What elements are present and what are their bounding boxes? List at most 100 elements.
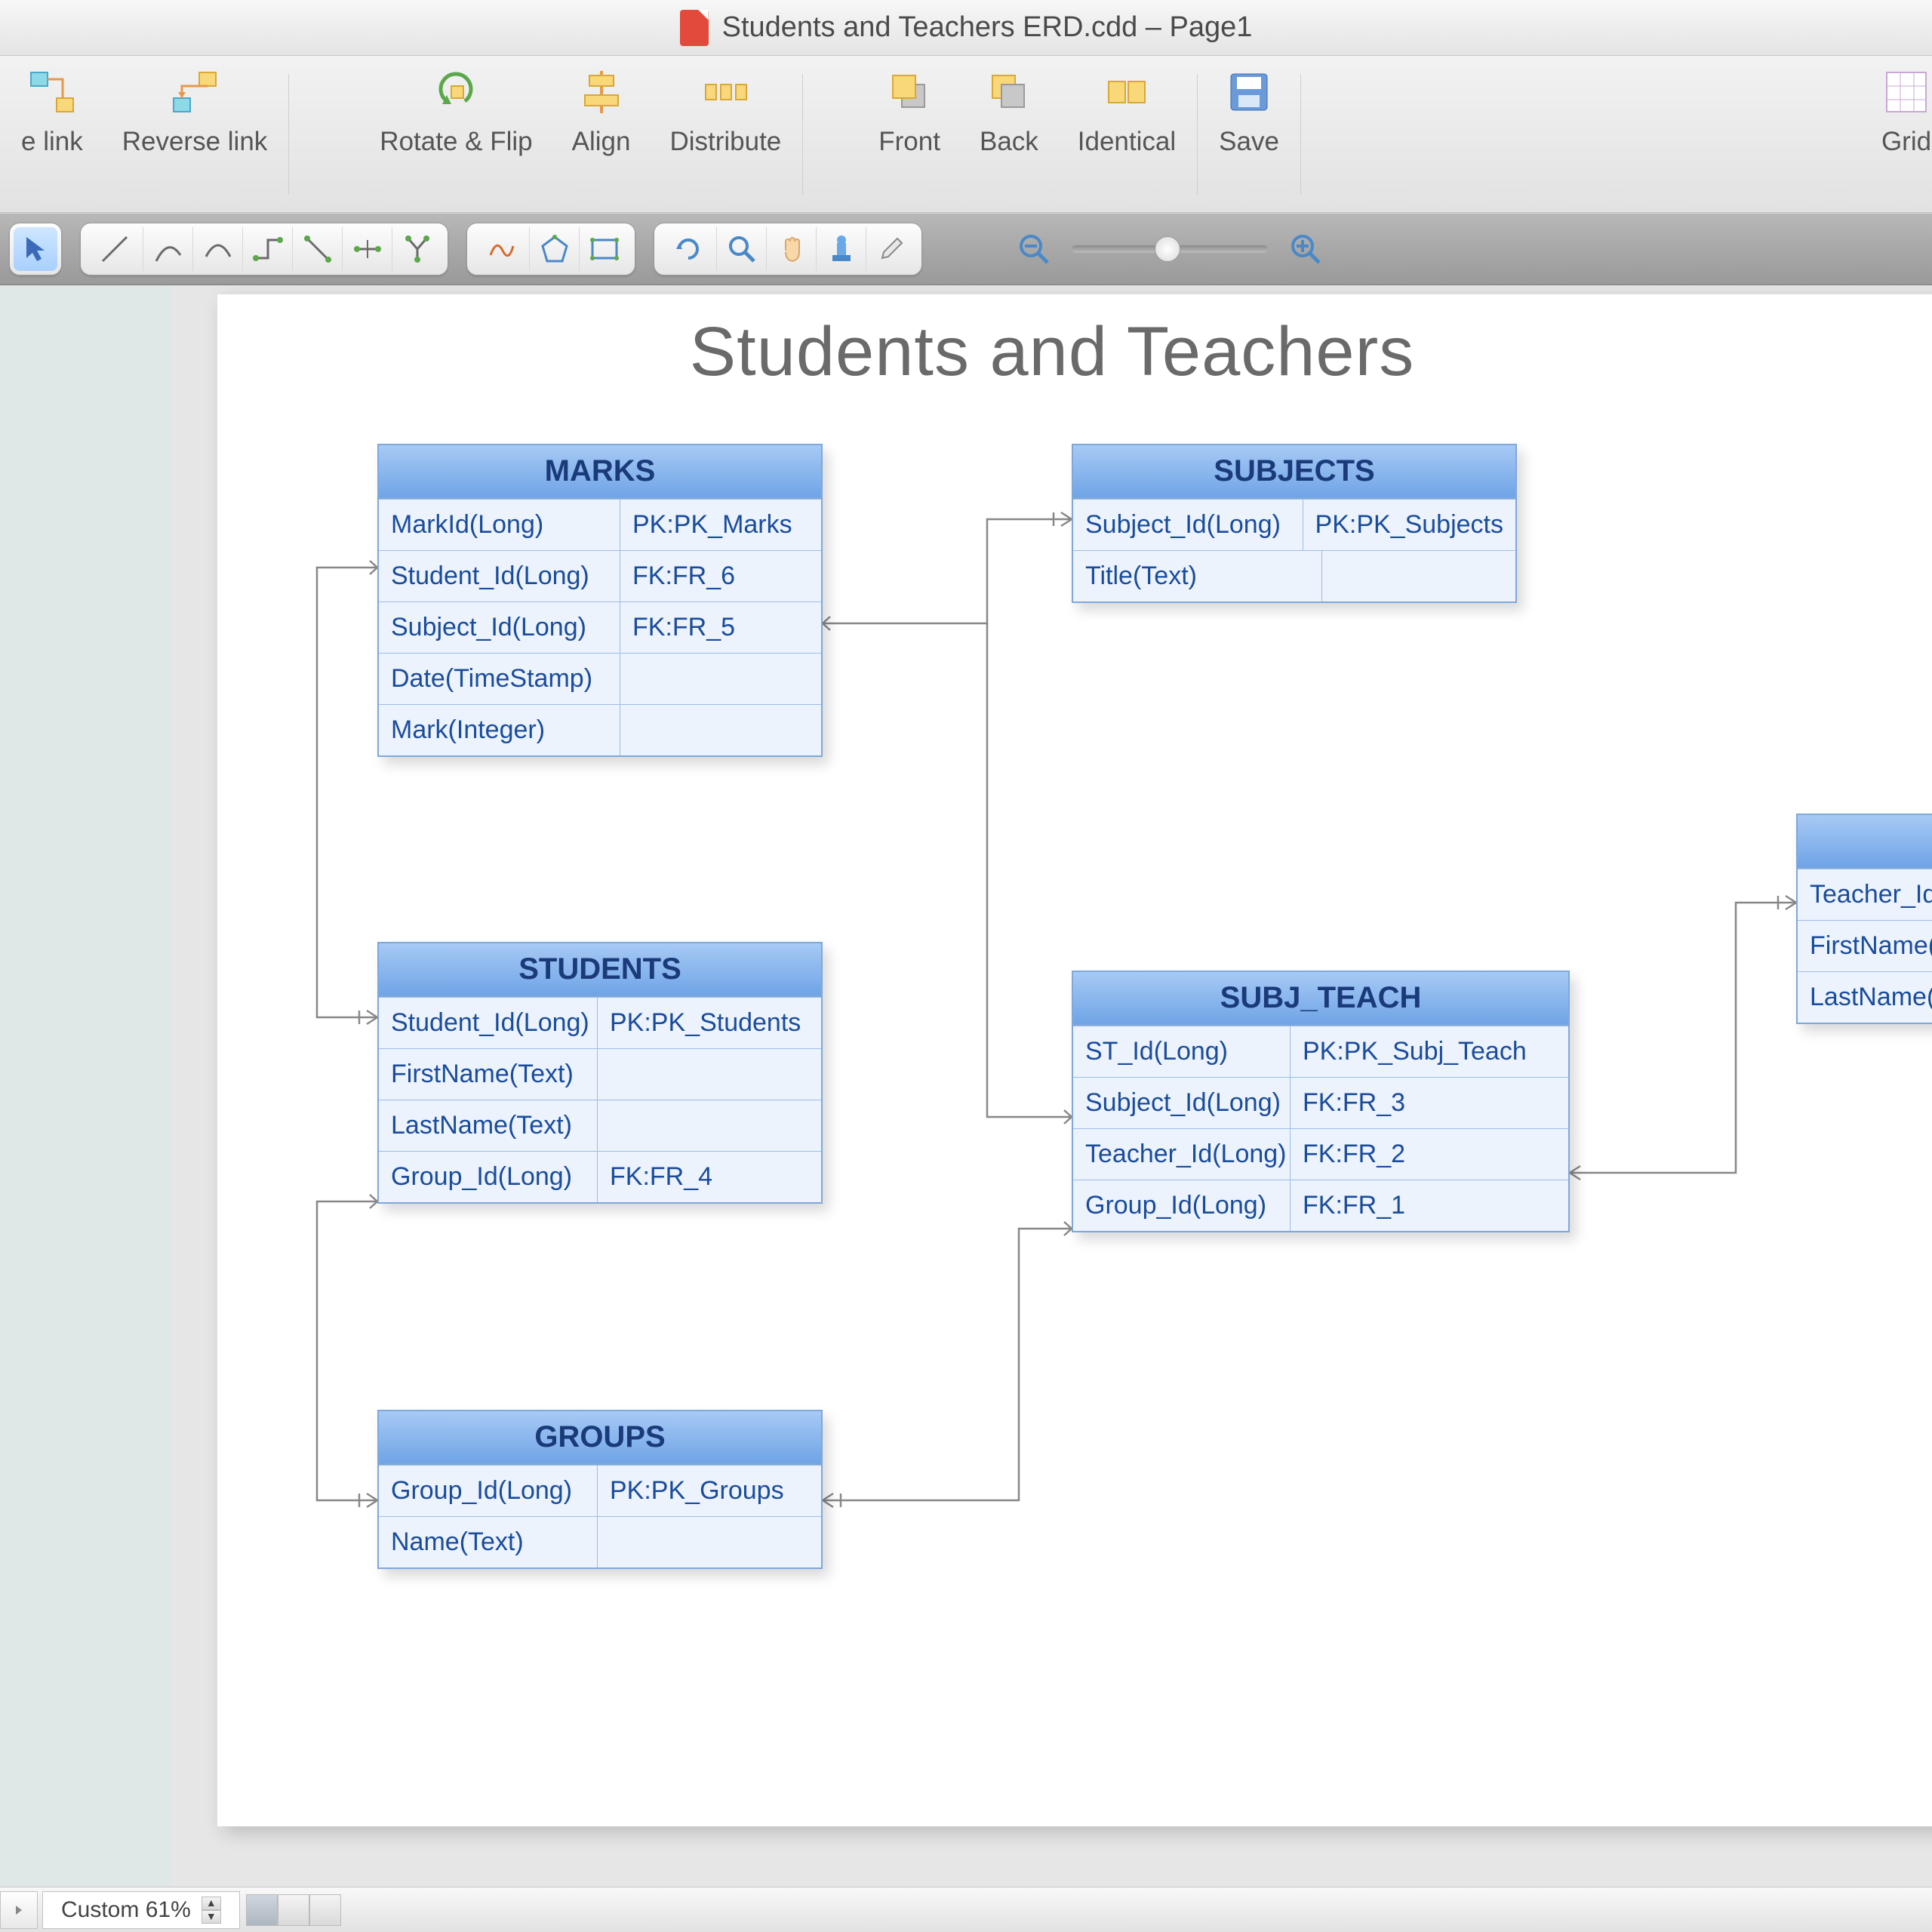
zoom-display[interactable]: Custom 61% ▲▼ [42,1891,240,1929]
entity-subjects[interactable]: SUBJECTSSubject_Id(Long)PK:PK_SubjectsTi… [1072,444,1517,603]
entity-key: FK:FR_4 [598,1152,821,1202]
rotate-flip-label: Rotate & Flip [380,127,532,157]
elbow-tool[interactable] [242,227,286,271]
entity-teachers[interactable]: TTeacher_Id(LFirstName(TeLastName(Te [1796,814,1932,1024]
entity-field: Student_Id(Long) [379,551,620,601]
entity-row: Mark(Integer) [379,704,821,755]
hand-tool[interactable] [766,227,810,271]
entity-row: Teacher_Id(L [1798,869,1932,920]
entity-field: Title(Text) [1073,551,1322,601]
entity-field: LastName(Text) [379,1100,598,1151]
line-tool[interactable] [93,227,137,271]
grid-icon [1881,66,1932,118]
distribute-icon [700,66,751,118]
e-link-label: e link [21,127,83,157]
identical-label: Identical [1078,127,1176,157]
entity-key [620,654,821,704]
entity-key: FK:FR_6 [620,551,821,601]
rotate-icon [430,66,481,118]
freehand-tool[interactable] [479,227,523,271]
eyedropper-tool[interactable] [866,227,909,271]
entity-row: Date(TimeStamp) [379,653,821,704]
entity-subj_teach[interactable]: SUBJ_TEACHST_Id(Long)PK:PK_Subj_TeachSub… [1072,971,1570,1232]
entity-header: MARKS [379,445,821,499]
entity-row: Group_Id(Long)FK:FR_1 [1073,1180,1568,1231]
entity-field: Mark(Integer) [379,705,620,755]
refresh-tool[interactable] [666,227,710,271]
identical-button[interactable]: Identical [1078,66,1176,157]
entity-marks[interactable]: MARKSMarkId(Long)PK:PK_MarksStudent_Id(L… [377,444,823,757]
secondary-toolbar [0,213,1932,285]
back-button[interactable]: Back [980,66,1038,157]
entity-groups[interactable]: GROUPSGroup_Id(Long)PK:PK_GroupsName(Tex… [377,1410,823,1569]
zoom-controls [1016,231,1324,267]
zoom-out-icon[interactable] [1016,231,1052,267]
distribute-button[interactable]: Distribute [669,66,781,157]
titlebar: Students and Teachers ERD.cdd – Page1 [0,0,1932,56]
entity-row: Group_Id(Long)PK:PK_Groups [379,1465,821,1516]
entity-key [598,1049,821,1100]
pointer-tool[interactable] [14,227,57,271]
entity-row: Subject_Id(Long)FK:FR_5 [379,601,821,653]
canvas-area[interactable]: Students and Teachers [172,285,1932,1887]
front-button[interactable]: Front [878,66,940,157]
back-label: Back [980,127,1038,157]
zoom-in-icon[interactable] [1287,231,1324,267]
arc-tool[interactable] [192,227,236,271]
entity-row: Subject_Id(Long)PK:PK_Subjects [1073,499,1515,550]
direct-tool[interactable] [292,227,336,271]
zoom-slider[interactable] [1072,245,1268,253]
align-button[interactable]: Align [572,66,631,157]
entity-key [620,705,821,755]
ribbon-toolbar: e link Reverse link Rotate & Flip [0,56,1932,213]
grid-button[interactable]: Grid [1881,66,1932,157]
entity-row: FirstName(Te [1798,920,1932,971]
save-icon [1223,66,1275,118]
entity-header: T [1798,815,1932,869]
zoom-value: Custom 61% [61,1897,191,1923]
entity-key: PK:PK_Subjects [1303,500,1515,550]
save-button[interactable]: Save [1219,66,1279,157]
entity-key: PK:PK_Students [598,998,821,1048]
entity-field: Teacher_Id(Long) [1073,1129,1291,1180]
link-icon [26,66,78,118]
entity-header: SUBJECTS [1073,445,1515,499]
shape-tools-pill [466,223,635,275]
container-tool[interactable] [579,227,623,271]
entity-key [598,1100,821,1151]
entity-key: PK:PK_Subj_Teach [1291,1026,1568,1077]
stamp-tool[interactable] [816,227,860,271]
entity-field: MarkId(Long) [379,500,620,550]
reverse-link-button[interactable]: Reverse link [122,66,268,157]
entity-field: Subject_Id(Long) [1073,1078,1291,1128]
branch-tool[interactable] [392,227,435,271]
entity-key: FK:FR_2 [1291,1129,1568,1180]
multi-tool[interactable] [342,227,386,271]
view-mode-toggle[interactable] [246,1894,341,1926]
back-icon [983,66,1035,118]
entity-key: FK:FR_5 [620,602,821,653]
workspace: Students and Teachers [0,285,1932,1887]
distribute-label: Distribute [669,127,781,157]
connector-tools-pill [80,223,448,275]
entity-field: LastName(Te [1798,972,1932,1023]
page-nav-button[interactable] [0,1891,38,1929]
zoom-stepper[interactable]: ▲▼ [202,1897,221,1924]
curve-tool[interactable] [143,227,186,271]
entity-students[interactable]: STUDENTSStudent_Id(Long)PK:PK_StudentsFi… [377,942,823,1204]
rotate-flip-button[interactable]: Rotate & Flip [380,66,532,157]
entity-row: Student_Id(Long)PK:PK_Students [379,997,821,1048]
entity-field: Subject_Id(Long) [1073,500,1303,550]
entity-key [598,1517,821,1567]
polygon-tool[interactable] [529,227,573,271]
reverse-link-label: Reverse link [122,127,268,157]
entity-key: PK:PK_Marks [620,500,821,550]
zoom-slider-knob[interactable] [1155,236,1180,262]
zoom-tool[interactable] [716,227,760,271]
entity-field: FirstName(Te [1798,921,1932,971]
entity-field: Student_Id(Long) [379,998,598,1048]
entity-field: Group_Id(Long) [1073,1180,1291,1231]
e-link-button[interactable]: e link [21,66,83,157]
entity-field: Teacher_Id(L [1798,869,1932,920]
save-label: Save [1219,127,1279,157]
